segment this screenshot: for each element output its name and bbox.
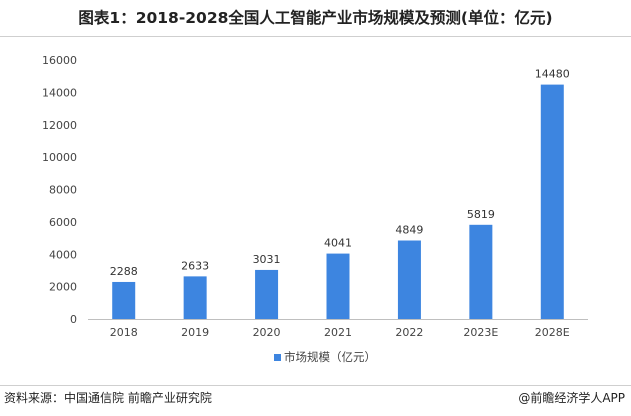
data-label: 4849 xyxy=(395,224,423,237)
data-label: 5819 xyxy=(467,208,495,221)
y-tick-label: 8000 xyxy=(49,184,77,197)
x-tick-label: 2023E xyxy=(463,326,498,339)
x-tick-label: 2019 xyxy=(181,326,209,339)
source-note: 资料来源：中国通信院 前瞻产业研究院 xyxy=(4,391,212,405)
x-tick-label: 2021 xyxy=(324,326,352,339)
bar xyxy=(255,269,279,319)
legend-label: 市场规模（亿元） xyxy=(284,350,376,364)
y-tick-label: 10000 xyxy=(42,151,77,164)
data-label: 2633 xyxy=(181,259,209,272)
y-tick-label: 6000 xyxy=(49,216,77,229)
bar xyxy=(469,224,493,319)
chart-title: 图表1：2018-2028全国人工智能产业市场规模及预测(单位：亿元) xyxy=(78,9,553,27)
y-tick-label: 16000 xyxy=(42,54,77,67)
x-tick-label: 2018 xyxy=(110,326,138,339)
x-tick-label: 2022 xyxy=(395,326,423,339)
x-tick-label: 2020 xyxy=(253,326,281,339)
credit-note: @前瞻经济学人APP xyxy=(518,391,625,405)
y-tick-label: 0 xyxy=(70,313,77,326)
legend-swatch xyxy=(274,354,281,361)
data-label: 14480 xyxy=(535,68,570,81)
bar-chart: 0 2000 4000 6000 8000 10000 12000 14000 16000 228… xyxy=(42,54,588,364)
bar xyxy=(540,84,564,319)
bar xyxy=(397,240,421,319)
bar xyxy=(112,281,136,319)
title-divider xyxy=(0,36,631,37)
data-label: 2288 xyxy=(110,265,138,278)
x-tick-label: 2028E xyxy=(535,326,570,339)
y-tick-label: 4000 xyxy=(49,248,77,261)
data-label: 4041 xyxy=(324,237,352,250)
y-tick-label: 14000 xyxy=(42,86,77,99)
bar xyxy=(183,276,207,319)
footer-divider xyxy=(0,385,631,386)
y-tick-label: 2000 xyxy=(49,281,77,294)
data-label: 3031 xyxy=(253,253,281,266)
bar xyxy=(326,253,350,319)
y-tick-label: 12000 xyxy=(42,119,77,132)
